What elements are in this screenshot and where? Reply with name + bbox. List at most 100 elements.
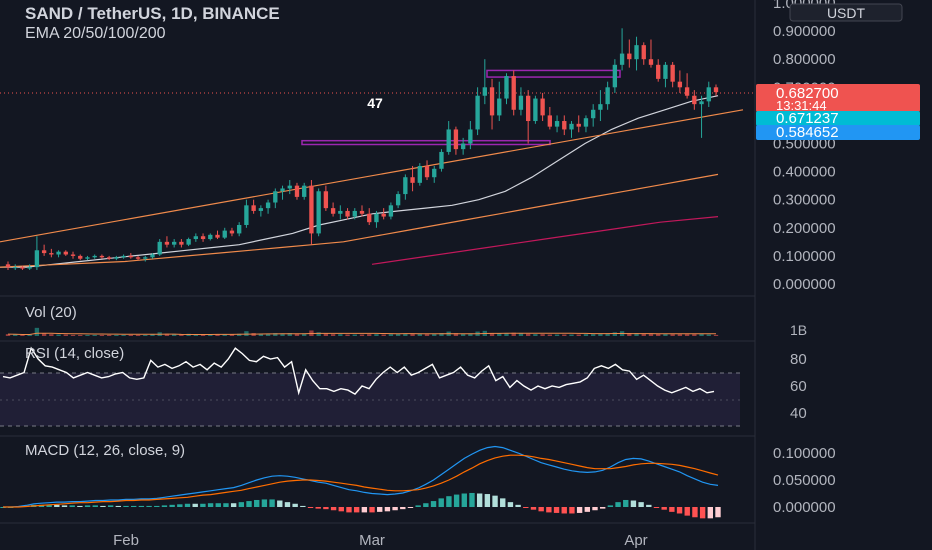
volume-bar (150, 334, 155, 336)
candle (395, 191, 401, 209)
candle (5, 261, 11, 270)
candle (338, 205, 343, 220)
candles (5, 28, 719, 270)
volume-bar (460, 333, 466, 336)
candle (670, 62, 675, 88)
volume-bar (20, 334, 25, 336)
volume-bar (504, 333, 509, 336)
histogram-bar (353, 507, 360, 513)
candle (374, 210, 379, 228)
candle (78, 254, 83, 261)
histogram-bar (238, 502, 245, 507)
candle-body (27, 267, 32, 269)
candle-body (85, 257, 90, 259)
histogram-bar (69, 505, 75, 507)
candle (287, 180, 292, 195)
candle-body (150, 254, 155, 258)
candle-body (511, 76, 516, 110)
ema20-line (0, 95, 719, 268)
candle-body (591, 109, 596, 119)
histogram-bar (184, 503, 191, 507)
candle-body (208, 234, 213, 240)
symbol-title[interactable]: SAND / TetherUS, 1D, BINANCE (25, 4, 280, 23)
price-tick: 0.100000 (773, 248, 836, 265)
last-price-tag-bg (756, 84, 920, 112)
histogram-bar (546, 507, 552, 513)
ema100-line (371, 216, 719, 265)
macd-tick: 0.050000 (773, 472, 836, 489)
candle-body (692, 95, 697, 105)
candle (562, 115, 567, 136)
histogram-bar (423, 503, 429, 507)
candle-body (525, 95, 531, 122)
time-axis[interactable]: Feb Mar Apr (113, 532, 648, 549)
volume-ma-line (7, 332, 716, 335)
candle-body (309, 185, 314, 234)
volume-bar (547, 334, 553, 336)
candle (663, 62, 668, 88)
macd-axis: 0.100000 0.050000 0.000000 (773, 445, 836, 516)
candle-body (583, 118, 589, 127)
histogram-bar (200, 503, 206, 507)
histogram-bar (323, 507, 329, 510)
volume-bar (229, 334, 235, 336)
volume-bar (27, 334, 32, 336)
ema50-tag-bg (756, 125, 920, 140)
price-tick: 0.400000 (773, 164, 836, 181)
candle (302, 182, 307, 200)
candle-body (475, 95, 480, 130)
currency-button[interactable]: USDT (789, 3, 903, 22)
candle (525, 90, 531, 144)
candle (164, 236, 170, 248)
volume-bar (106, 334, 112, 336)
histogram-bar (61, 505, 68, 507)
signal-line (3, 454, 719, 508)
annotation-label[interactable]: 47 (367, 95, 383, 111)
candle-body (439, 151, 444, 169)
candle-body (533, 98, 538, 122)
histogram-bar (707, 507, 714, 519)
volume-bar (164, 333, 170, 336)
volume-bar (56, 334, 61, 336)
price-tick: 0.800000 (773, 51, 836, 68)
volume-bar (121, 334, 126, 336)
candle (619, 28, 625, 71)
candle (598, 90, 603, 122)
candle (186, 237, 191, 247)
volume-bar (569, 334, 574, 336)
macd-pane-label[interactable]: MACD (12, 26, close, 9) (25, 442, 185, 459)
candle-body (670, 64, 675, 82)
candle-body (106, 257, 112, 259)
rsi-pane-label[interactable]: RSI (14, close) (25, 345, 124, 362)
ema-legend[interactable]: EMA 20/50/100/200 (25, 25, 166, 42)
candle (706, 81, 711, 107)
volume-pane-label[interactable]: Vol (20) (25, 304, 77, 321)
histogram-bar (346, 507, 352, 513)
trendline[interactable] (0, 109, 744, 243)
zone-lower[interactable] (301, 139, 551, 146)
candle-body (547, 115, 553, 127)
volume-bar (5, 334, 11, 336)
zone-upper[interactable] (486, 69, 621, 78)
volume-bar (359, 334, 365, 336)
candle (49, 248, 54, 258)
volume-bar (511, 332, 516, 336)
candle-body (424, 165, 430, 178)
histogram-bar (284, 502, 291, 507)
histogram-bar (215, 503, 221, 507)
rsi-tick: 60 (790, 378, 807, 395)
candle (359, 205, 365, 217)
candle (482, 59, 487, 105)
rsi-tick: 40 (790, 405, 807, 422)
resistance-zones[interactable] (301, 69, 621, 146)
candle (591, 104, 596, 127)
candle (504, 73, 509, 105)
candle-body (489, 87, 495, 116)
candle-body (121, 255, 126, 258)
candle (222, 227, 227, 240)
histogram-bar (77, 505, 83, 507)
price-tick: 0.300000 (773, 192, 836, 209)
candle-body (497, 98, 502, 116)
candle-body (634, 45, 639, 60)
